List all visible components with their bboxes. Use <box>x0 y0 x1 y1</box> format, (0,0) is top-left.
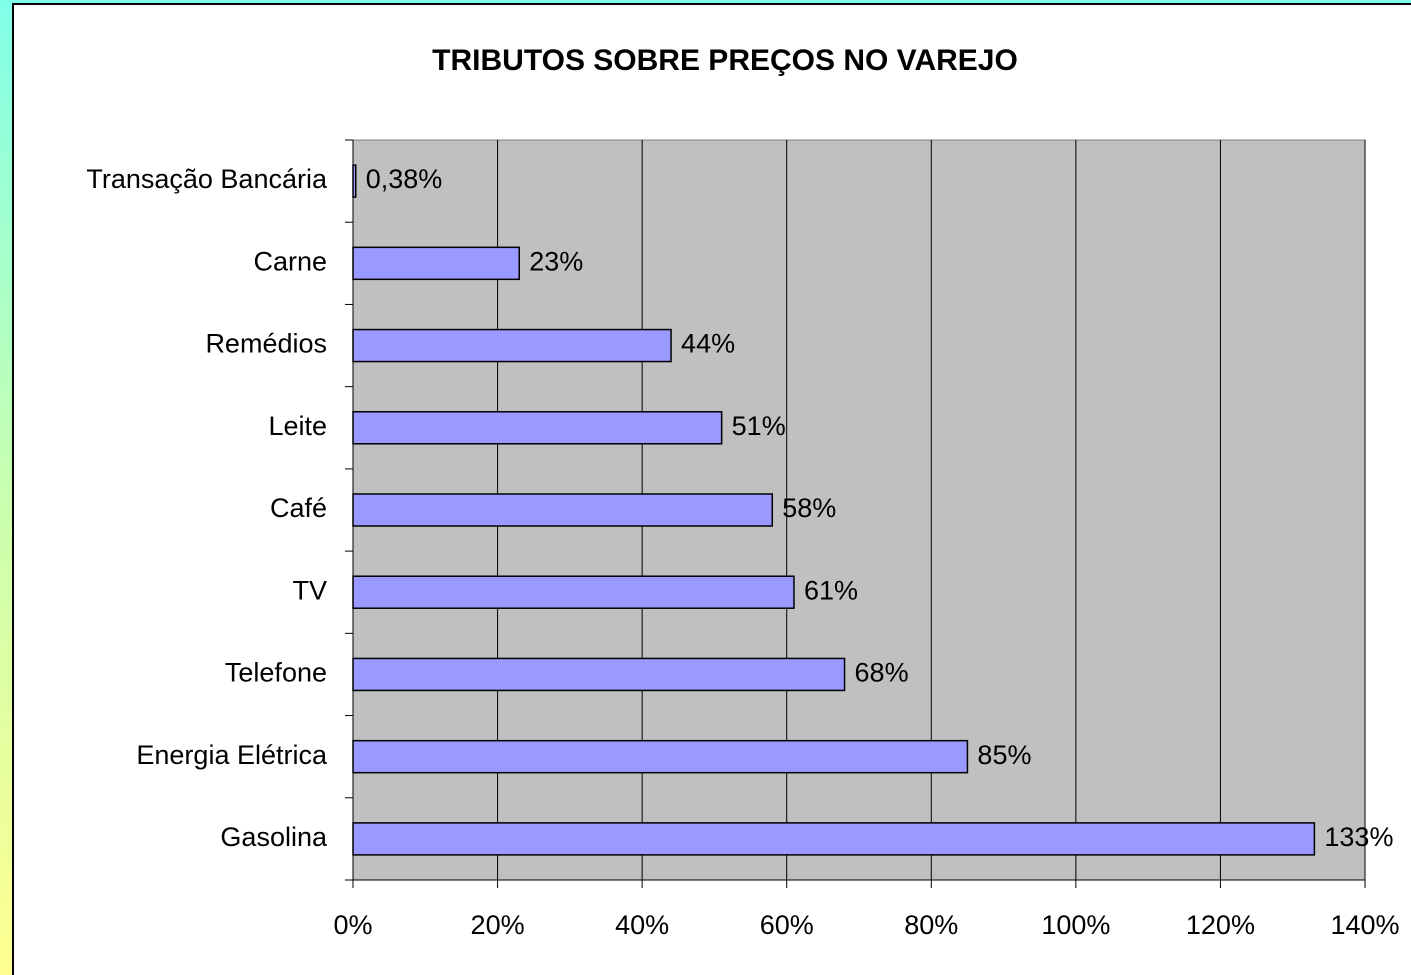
y-tick-label: TV <box>292 575 327 605</box>
y-tick-label: Transação Bancária <box>86 164 328 194</box>
y-tick-label: Telefone <box>225 658 327 688</box>
bar <box>352 575 795 609</box>
data-label: 23% <box>529 246 583 276</box>
y-tick-label: Energia Elétrica <box>136 740 328 770</box>
data-label: 133% <box>1324 822 1393 852</box>
x-tick-label: 60% <box>760 910 814 940</box>
y-tick-label: Leite <box>268 411 327 441</box>
data-label: 51% <box>732 411 786 441</box>
bar <box>352 411 723 445</box>
bar <box>352 246 521 281</box>
data-label: 68% <box>855 658 909 688</box>
x-tick-label: 120% <box>1186 910 1255 940</box>
y-tick-label: Gasolina <box>220 822 328 852</box>
y-tick-label: Remédios <box>205 329 327 359</box>
x-tick-label: 140% <box>1330 910 1399 940</box>
data-label: 58% <box>782 493 836 523</box>
chart-title: TRIBUTOS SOBRE PREÇOS NO VAREJO <box>432 44 1018 77</box>
bar <box>352 328 672 363</box>
bar <box>352 822 1316 856</box>
x-tick-label: 100% <box>1041 910 1110 940</box>
x-tick-label: 80% <box>904 910 958 940</box>
y-tick-label: Café <box>270 493 327 523</box>
data-label: 44% <box>681 329 735 359</box>
x-tick-label: 0% <box>333 910 372 940</box>
bar <box>352 493 774 527</box>
data-label: 85% <box>977 740 1031 770</box>
bar <box>352 657 846 692</box>
x-tick-label: 20% <box>471 910 525 940</box>
data-label: 61% <box>804 575 858 605</box>
data-label: 0,38% <box>366 164 443 194</box>
y-tick-label: Carne <box>253 246 327 276</box>
bar <box>352 739 969 774</box>
bar <box>352 164 357 198</box>
x-tick-label: 40% <box>615 910 669 940</box>
